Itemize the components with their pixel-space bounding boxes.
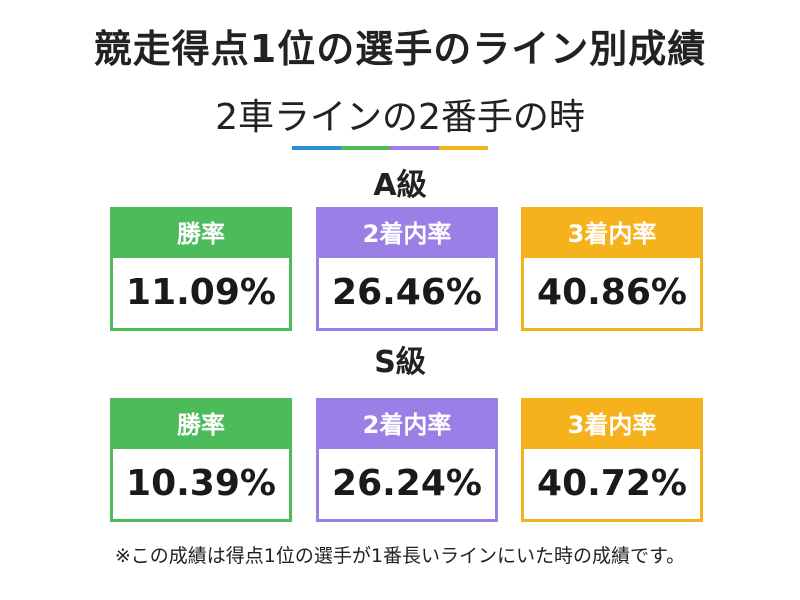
card-header: 3着内率 [524,401,700,449]
card-header: 3着内率 [524,210,700,258]
card-header: 2着内率 [319,401,495,449]
divider-segment [390,146,439,150]
card-top2-rate-a: 2着内率 26.46% [316,207,498,331]
card-value: 40.86% [537,272,687,313]
divider-segment [341,146,390,150]
divider-segment [439,146,488,150]
card-value: 10.39% [126,463,276,504]
section-label-s: S級 [374,345,426,380]
footnote: ※この成績は得点1位の選手が1番長いラインにいた時の成績です。 [114,545,686,567]
color-divider [292,146,488,150]
card-header: 2着内率 [319,210,495,258]
card-top3-rate-a: 3着内率 40.86% [521,207,703,331]
card-header: 勝率 [113,401,289,449]
card-top3-rate-s: 3着内率 40.72% [521,398,703,522]
divider-segment [292,146,341,150]
card-value: 26.24% [332,463,482,504]
card-win-rate-a: 勝率 11.09% [110,207,292,331]
card-value: 11.09% [126,272,276,313]
card-top2-rate-s: 2着内率 26.24% [316,398,498,522]
card-header: 勝率 [113,210,289,258]
card-win-rate-s: 勝率 10.39% [110,398,292,522]
page-title: 競走得点1位の選手のライン別成績 [93,27,707,71]
page-subtitle: 2車ラインの2番手の時 [215,97,585,138]
card-value: 40.72% [537,463,687,504]
card-value: 26.46% [332,272,482,313]
section-label-a: A級 [373,168,427,203]
